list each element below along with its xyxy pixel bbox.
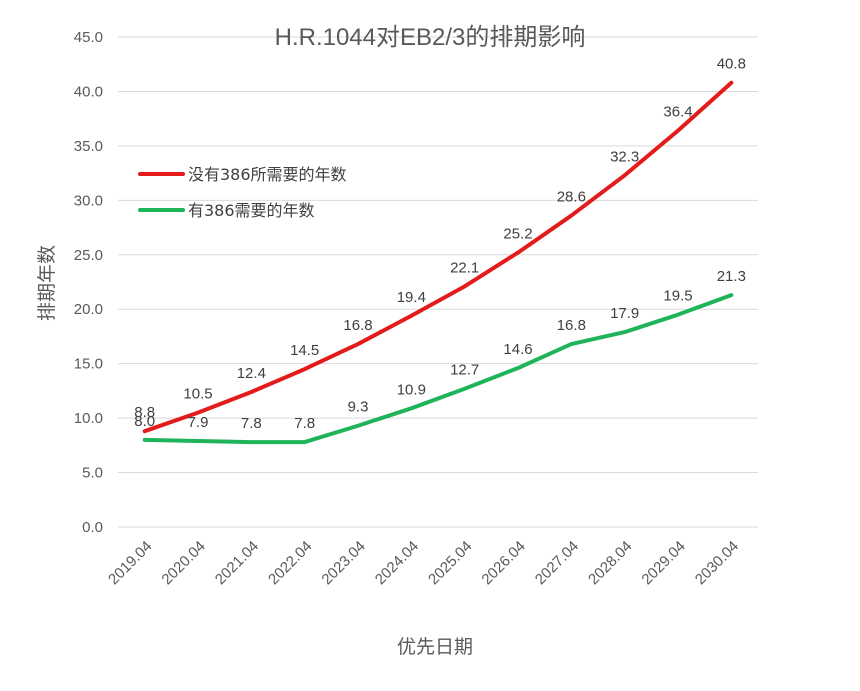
x-tick-label: 2022.04 xyxy=(265,538,315,588)
y-tick-label: 20.0 xyxy=(74,301,103,318)
data-label: 16.8 xyxy=(557,317,586,334)
y-tick-label: 45.0 xyxy=(74,29,103,46)
x-tick-label: 2025.04 xyxy=(425,538,475,588)
y-tick-label: 5.0 xyxy=(82,465,103,482)
data-label: 7.8 xyxy=(241,415,262,432)
y-tick-label: 25.0 xyxy=(74,247,103,264)
chart-title: H.R.1044对EB2/3的排期影响 xyxy=(275,24,586,51)
data-label: 8.8 xyxy=(134,404,155,421)
y-tick-label: 35.0 xyxy=(74,138,103,155)
data-label: 17.9 xyxy=(610,305,639,322)
data-label: 36.4 xyxy=(663,104,692,121)
x-tick-label: 2029.04 xyxy=(638,538,688,588)
data-label: 12.7 xyxy=(450,362,479,379)
data-label: 7.9 xyxy=(188,414,209,431)
data-label: 8.0 xyxy=(134,413,155,430)
x-tick-label: 2026.04 xyxy=(478,538,528,588)
series-lines xyxy=(142,80,734,445)
y-tick-label: 0.0 xyxy=(82,519,103,536)
y-tick-label: 40.0 xyxy=(74,83,103,100)
y-tick-labels: 0.0 5.0 10.0 15.0 20.0 25.0 30.0 35.0 40.0 45.0 xyxy=(74,29,103,536)
x-axis-label: 优先日期 xyxy=(397,636,473,658)
x-tick-label: 2028.04 xyxy=(585,538,635,588)
x-tick-label: 2023.04 xyxy=(318,538,368,588)
x-tick-label: 2024.04 xyxy=(372,538,422,588)
x-tick-label: 2021.04 xyxy=(212,538,262,588)
data-label: 32.3 xyxy=(610,148,639,165)
series-line-1 xyxy=(142,80,734,434)
data-label: 40.8 xyxy=(717,56,746,73)
data-label: 7.8 xyxy=(294,415,315,432)
data-label: 12.4 xyxy=(237,365,266,382)
data-label: 21.3 xyxy=(717,268,746,285)
data-labels: 8.8 10.5 12.4 14.5 16.8 19.4 22.1 25.2 28.6 32.3 3… xyxy=(134,56,746,432)
y-tick-label: 15.0 xyxy=(74,356,103,373)
gridlines xyxy=(118,36,758,528)
legend-label-1: 没有386所需要的年数 xyxy=(188,165,347,184)
data-label: 22.1 xyxy=(450,259,479,276)
data-label: 14.5 xyxy=(290,342,319,359)
data-label: 16.8 xyxy=(343,317,372,334)
y-axis-label: 排期年数 xyxy=(36,245,58,321)
y-tick-label: 30.0 xyxy=(74,192,103,209)
data-label: 19.4 xyxy=(397,289,426,306)
x-tick-label: 2020.04 xyxy=(158,538,208,588)
x-tick-labels: 2019.04 2020.04 2021.04 2022.04 2023.04 2024.… xyxy=(105,538,742,588)
data-label: 14.6 xyxy=(503,341,532,358)
data-label: 25.2 xyxy=(503,226,532,243)
series-line-2 xyxy=(142,293,734,445)
data-label: 9.3 xyxy=(348,399,369,416)
data-label: 19.5 xyxy=(663,288,692,305)
y-tick-label: 10.0 xyxy=(74,410,103,427)
legend-label-2: 有386需要的年数 xyxy=(188,201,315,220)
x-tick-label: 2030.04 xyxy=(692,538,742,588)
x-tick-label: 2027.04 xyxy=(532,538,582,588)
data-label: 10.9 xyxy=(397,381,426,398)
data-label: 28.6 xyxy=(557,189,586,206)
x-tick-label: 2019.04 xyxy=(105,538,155,588)
data-label: 10.5 xyxy=(183,386,212,403)
